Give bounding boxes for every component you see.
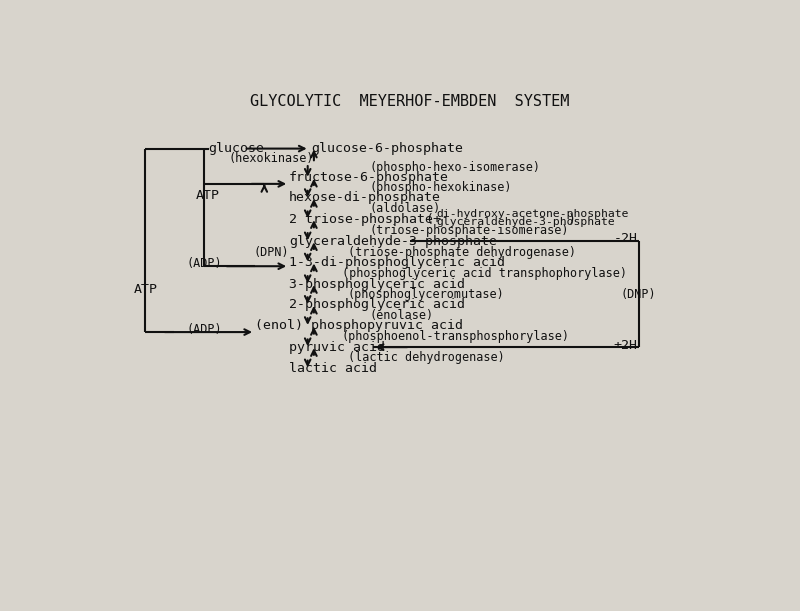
Text: -2H: -2H (614, 232, 638, 246)
Text: ATP: ATP (196, 189, 220, 202)
Text: (triose-phosphate-isomerase): (triose-phosphate-isomerase) (370, 224, 570, 238)
Text: (phosphoglyceromutase): (phosphoglyceromutase) (348, 288, 505, 301)
Text: (phosphoenol-transphosphorylase): (phosphoenol-transphosphorylase) (342, 331, 570, 343)
Text: (ADP): (ADP) (187, 323, 222, 336)
Text: (hexokinase): (hexokinase) (229, 153, 314, 166)
Text: lactic acid: lactic acid (289, 362, 377, 375)
Text: (enol) phosphopyruvic acid: (enol) phosphopyruvic acid (255, 320, 463, 332)
Text: fructose-6-phosphate: fructose-6-phosphate (289, 171, 449, 185)
Text: GLYCOLYTIC  MEYERHOF-EMBDEN  SYSTEM: GLYCOLYTIC MEYERHOF-EMBDEN SYSTEM (250, 94, 570, 109)
Text: glucose: glucose (209, 142, 265, 155)
Text: ATP: ATP (134, 284, 158, 296)
Text: hexose-di-phosphate: hexose-di-phosphate (289, 191, 441, 205)
Text: (lactic dehydrogenase): (lactic dehydrogenase) (348, 351, 505, 364)
Text: 3-phosphoglyceric acid: 3-phosphoglyceric acid (289, 277, 465, 291)
Text: glucose-6-phosphate: glucose-6-phosphate (310, 142, 462, 155)
Text: pyruvic acid: pyruvic acid (289, 341, 385, 354)
Text: (DNP): (DNP) (621, 288, 657, 301)
Text: (phosphoglyceric acid transphophorylase): (phosphoglyceric acid transphophorylase) (342, 267, 627, 280)
Text: 1-3-di-phosphoglyceric acid: 1-3-di-phosphoglyceric acid (289, 256, 505, 269)
Text: di-hydroxy-acetone-phosphate: di-hydroxy-acetone-phosphate (436, 210, 629, 219)
Text: (DPN): (DPN) (253, 246, 289, 258)
Text: +2H: +2H (614, 338, 638, 352)
Text: (enolase): (enolase) (370, 309, 434, 322)
Text: ): ) (568, 213, 576, 225)
Text: (phospho-hexo-isomerase): (phospho-hexo-isomerase) (370, 161, 541, 174)
Text: 2 triose-phosphate: 2 triose-phosphate (289, 213, 433, 225)
Text: (aldolase): (aldolase) (370, 202, 441, 215)
Text: (ADP): (ADP) (187, 257, 222, 270)
Text: (+: (+ (426, 213, 442, 225)
Text: (triose-phosphate dehydrogenase): (triose-phosphate dehydrogenase) (348, 246, 576, 258)
Text: glyceraldehyde-3-phosphate: glyceraldehyde-3-phosphate (289, 235, 497, 248)
Text: 2-phosphoglyceric acid: 2-phosphoglyceric acid (289, 298, 465, 311)
Text: (phospho-hexokinase): (phospho-hexokinase) (370, 181, 512, 194)
Text: glyceraldehyde-3-phosphate: glyceraldehyde-3-phosphate (436, 218, 614, 227)
